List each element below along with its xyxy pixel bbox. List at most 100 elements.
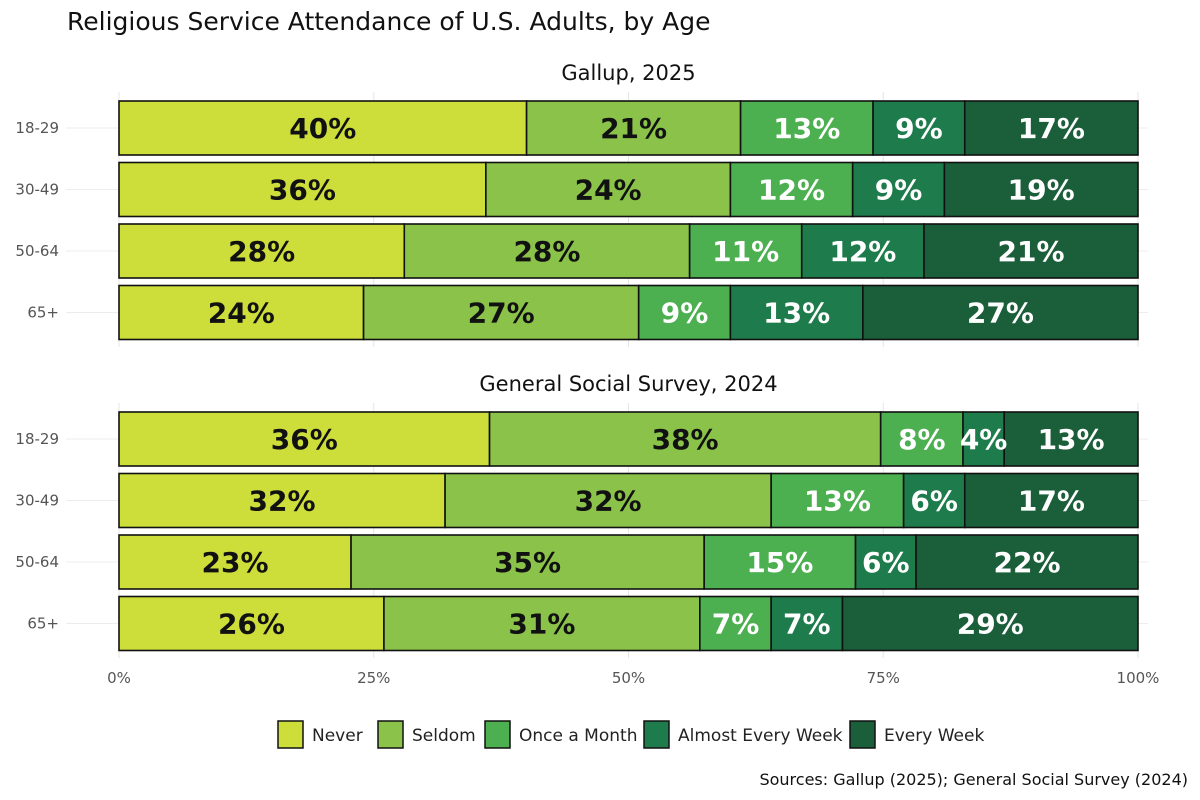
bar-segment-almost-every-week: [872, 100, 966, 156]
age-label: 65+: [27, 304, 59, 322]
bar-value-label: 27%: [967, 297, 1034, 330]
panel-title: General Social Survey, 2024: [479, 372, 777, 396]
x-tick-label: 0%: [107, 669, 131, 687]
legend: Never Seldom Once a Month Almost Every Week…: [277, 720, 984, 749]
bar-value-label: 28%: [228, 235, 295, 268]
panel-2: General Social Survey, 2024 18-29 36% 38% 8%…: [15, 372, 1148, 658]
bar-segment-seldom: [350, 534, 705, 590]
bar-value-label: 31%: [508, 608, 575, 641]
bar-value-label: 9%: [895, 112, 943, 145]
legend-label: Never: [312, 726, 363, 746]
bar-value-label: 21%: [600, 112, 667, 145]
bar-segment-never: [118, 161, 487, 218]
bar-segment-every-week: [1003, 411, 1139, 467]
bar-value-label: 24%: [208, 297, 275, 330]
bar-value-label: 13%: [804, 485, 871, 518]
bar-segment-once-a-month: [703, 534, 857, 590]
legend-label: Every Week: [884, 726, 984, 746]
age-label: 18-29: [15, 430, 59, 448]
bar-value-label: 32%: [249, 485, 316, 518]
bar-segment-every-week: [915, 534, 1139, 590]
x-tick-label: 75%: [867, 669, 900, 687]
bar-segment-never: [118, 534, 352, 590]
age-label: 50-64: [15, 553, 59, 571]
bar-segment-once-a-month: [879, 411, 964, 467]
bar-value-label: 19%: [1008, 174, 1075, 207]
legend-swatch: [484, 720, 511, 749]
bar-value-label: 32%: [575, 485, 642, 518]
bar-value-label: 29%: [957, 608, 1024, 641]
bar-value-label: 6%: [862, 546, 910, 579]
bar-segment-every-week: [862, 284, 1139, 341]
bar-segment-every-week: [963, 100, 1139, 156]
age-label: 30-49: [15, 492, 59, 510]
age-label: 50-64: [15, 242, 59, 260]
bar-value-label: 24%: [575, 174, 642, 207]
bar-value-label: 36%: [271, 423, 338, 456]
bar-value-label: 4%: [960, 423, 1008, 456]
bar-segment-almost-every-week: [770, 595, 844, 652]
bar-value-label: 11%: [712, 235, 779, 268]
legend-swatch: [277, 720, 304, 749]
bar-value-label: 28%: [513, 235, 580, 268]
bar-segment-never: [118, 100, 528, 156]
bar-segment-almost-every-week: [854, 534, 917, 590]
bar-value-label: 6%: [910, 485, 958, 518]
x-tick-label: 100%: [1117, 669, 1160, 687]
bar-value-label: 22%: [994, 546, 1061, 579]
bar-value-label: 17%: [1018, 112, 1085, 145]
legend-item-once-a-month: Once a Month: [484, 720, 637, 749]
x-tick-label: 50%: [612, 669, 645, 687]
age-label: 18-29: [15, 119, 59, 137]
bar-value-label: 12%: [829, 235, 896, 268]
bar-segment-never: [118, 284, 365, 341]
bar-value-label: 13%: [773, 112, 840, 145]
bar-segment-never: [118, 472, 446, 529]
legend-item-almost-every-week: Almost Every Week: [643, 720, 843, 749]
bar-value-label: 8%: [898, 423, 946, 456]
bar-segment-almost-every-week: [851, 161, 946, 218]
bar-segment-almost-every-week: [962, 411, 1005, 467]
bar-value-label: 13%: [763, 297, 830, 330]
bar-segment-every-week: [963, 472, 1139, 529]
bar-value-label: 40%: [289, 112, 356, 145]
chart-panels: Gallup, 2025 18-29 40% 21% 13% 9% 17% 30-49 36% 2…: [15, 61, 1148, 658]
bar-value-label: 38%: [652, 423, 719, 456]
age-label: 30-49: [15, 181, 59, 199]
bar-value-label: 27%: [468, 297, 535, 330]
bar-segment-never: [118, 411, 491, 467]
bar-segment-once-a-month: [688, 223, 803, 279]
bar-value-label: 26%: [218, 608, 285, 641]
bar-segment-never: [118, 595, 385, 652]
bar-value-label: 9%: [661, 297, 709, 330]
bar-value-label: 36%: [269, 174, 336, 207]
bar-value-label: 7%: [783, 608, 831, 641]
legend-label: Almost Every Week: [678, 726, 843, 746]
legend-item-every-week: Every Week: [849, 720, 984, 749]
legend-item-seldom: Seldom: [377, 720, 476, 749]
bar-value-label: 35%: [494, 546, 561, 579]
bar-value-label: 13%: [1038, 423, 1105, 456]
bar-segment-once-a-month: [637, 284, 732, 341]
bar-segment-every-week: [923, 223, 1139, 279]
bar-value-label: 9%: [875, 174, 923, 207]
bar-value-label: 15%: [746, 546, 813, 579]
bar-segment-seldom: [444, 472, 772, 529]
bar-value-label: 7%: [712, 608, 760, 641]
bar-segment-seldom: [362, 284, 640, 341]
x-axis: 0% 25% 50% 75% 100%: [107, 669, 1159, 687]
bar-value-label: 12%: [758, 174, 825, 207]
bar-value-label: 23%: [202, 546, 269, 579]
bar-segment-seldom: [403, 223, 691, 279]
age-label: 65+: [27, 615, 59, 633]
legend-swatch: [849, 720, 876, 749]
bar-value-label: 17%: [1018, 485, 1085, 518]
bar-segment-never: [118, 223, 406, 279]
legend-swatch: [643, 720, 670, 749]
chart-caption: Sources: Gallup (2025); General Social S…: [759, 770, 1188, 789]
bar-value-label: 21%: [997, 235, 1064, 268]
bar-segment-every-week: [943, 161, 1139, 218]
legend-item-never: Never: [277, 720, 363, 749]
bar-segment-every-week: [841, 595, 1139, 652]
